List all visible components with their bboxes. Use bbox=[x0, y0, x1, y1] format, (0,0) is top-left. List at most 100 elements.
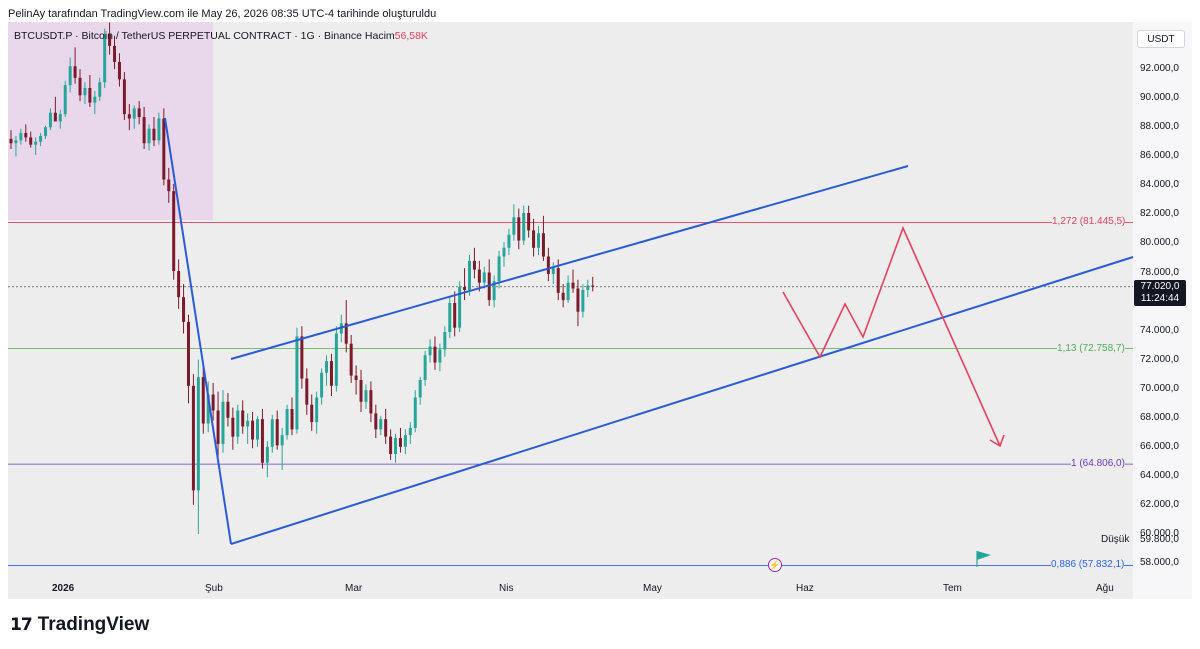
symbol-header[interactable]: BTCUSDT.P · Bitcoin / TetherUS PERPETUAL… bbox=[14, 30, 428, 42]
price-tick-label: 90.000,0 bbox=[1140, 92, 1179, 104]
candle-body bbox=[423, 355, 427, 380]
candle-body bbox=[329, 361, 333, 386]
candle-body bbox=[236, 410, 240, 437]
candle-body bbox=[103, 34, 107, 83]
candle-body bbox=[265, 446, 269, 463]
candle-body bbox=[453, 303, 457, 328]
candle-body bbox=[541, 233, 545, 257]
candle-body bbox=[571, 282, 575, 289]
candle-body bbox=[63, 85, 67, 115]
candle-body bbox=[127, 114, 131, 119]
channel-lower-line bbox=[230, 256, 1134, 545]
candle-body bbox=[211, 394, 215, 411]
candle-body bbox=[403, 435, 407, 447]
volume-label: Hacim bbox=[364, 30, 395, 42]
candle-body bbox=[29, 137, 33, 145]
candle-body bbox=[44, 127, 48, 136]
candle-body bbox=[108, 34, 112, 46]
price-tick-label: 66.000,0 bbox=[1140, 440, 1179, 452]
candle-body bbox=[512, 217, 516, 235]
candle-body bbox=[532, 230, 536, 248]
candle-body bbox=[551, 268, 555, 274]
candle-body bbox=[9, 138, 13, 144]
currency-selector[interactable]: USDT bbox=[1137, 30, 1185, 48]
candle-body bbox=[162, 118, 166, 180]
candle-body bbox=[591, 285, 595, 287]
candle-body bbox=[561, 292, 565, 301]
candle-body bbox=[354, 375, 358, 380]
candle-body bbox=[113, 45, 117, 62]
time-scale-corner bbox=[1133, 577, 1192, 599]
tradingview-logo-icon: 𝟭𝟳 bbox=[10, 615, 33, 634]
candle-body bbox=[152, 128, 156, 141]
candle-body bbox=[463, 287, 467, 290]
lightning-event-icon[interactable]: ⚡ bbox=[768, 558, 782, 572]
candle-body bbox=[68, 66, 72, 86]
candle-body bbox=[117, 61, 121, 80]
candle-body bbox=[93, 96, 97, 103]
snapshot-caption: PelinAy tarafından TradingView.com ile M… bbox=[8, 8, 437, 20]
price-tick-label: 80.000,0 bbox=[1140, 237, 1179, 249]
candle-body bbox=[231, 417, 235, 437]
fib-label-1272: 1,272 (81.445,5) bbox=[1052, 216, 1126, 228]
price-tick-label: 72.000,0 bbox=[1140, 353, 1179, 365]
fib-label-1: 1 (64.806,0) bbox=[1071, 458, 1125, 470]
low-value: 59.800,0 bbox=[1140, 534, 1179, 545]
x-label-nis: Nis bbox=[499, 583, 514, 594]
current-price-tag: 77.020,0 11:24:44 bbox=[1134, 279, 1186, 306]
price-tick-label: 64.000,0 bbox=[1140, 469, 1179, 481]
price-tick-label: 58.000,0 bbox=[1140, 557, 1179, 568]
candle-body bbox=[344, 323, 348, 344]
projection-path bbox=[782, 225, 1001, 447]
candle-body bbox=[172, 191, 176, 272]
candle-body bbox=[413, 397, 417, 428]
candle-body bbox=[349, 343, 353, 376]
candle-body bbox=[246, 420, 250, 427]
price-tick-label: 70.000,0 bbox=[1140, 382, 1179, 394]
channel-upper-line bbox=[230, 165, 909, 360]
candle-body bbox=[315, 397, 319, 423]
candle-body bbox=[369, 390, 373, 414]
candle-body bbox=[88, 88, 92, 103]
candle-body bbox=[418, 379, 422, 398]
symbol-title: BTCUSDT.P · Bitcoin / TetherUS PERPETUAL… bbox=[14, 30, 362, 42]
tradingview-brand[interactable]: 𝟭𝟳 TradingView bbox=[10, 614, 149, 636]
candle-body bbox=[132, 108, 136, 119]
candle-body bbox=[389, 436, 393, 455]
candle-body bbox=[556, 268, 560, 293]
candle-body bbox=[177, 271, 181, 298]
candle-body bbox=[201, 377, 205, 424]
volume-value: 56,58K bbox=[394, 30, 428, 42]
candle-body bbox=[147, 128, 151, 144]
candle-body bbox=[241, 410, 245, 427]
candle-body bbox=[398, 438, 402, 447]
candle-body bbox=[310, 404, 314, 423]
candle-body bbox=[517, 217, 521, 241]
time-scale[interactable] bbox=[8, 577, 1133, 599]
candle-body bbox=[137, 108, 141, 118]
candle-body bbox=[83, 88, 87, 96]
current-price: 77.020,0 bbox=[1140, 280, 1180, 292]
candle-body bbox=[122, 79, 126, 115]
candle-body bbox=[39, 135, 43, 142]
candle-countdown: 11:24:44 bbox=[1140, 292, 1180, 304]
candle-body bbox=[522, 212, 526, 241]
candle-body bbox=[191, 385, 195, 491]
candle-body bbox=[492, 281, 496, 301]
candle-body bbox=[216, 410, 220, 444]
candle-body bbox=[379, 419, 383, 430]
candle-body bbox=[98, 82, 102, 97]
candle-body bbox=[581, 289, 585, 312]
candle-body bbox=[507, 234, 511, 248]
price-tick-label: 68.000,0 bbox=[1140, 411, 1179, 423]
candle-body bbox=[295, 336, 299, 430]
candle-body bbox=[48, 112, 52, 128]
highlight-zone bbox=[8, 22, 213, 220]
candle-body bbox=[256, 419, 259, 440]
x-label-haz: Haz bbox=[796, 583, 814, 594]
candle-body bbox=[167, 179, 171, 192]
candle-body bbox=[142, 117, 146, 144]
candle-body bbox=[566, 282, 570, 301]
candle-body bbox=[537, 233, 541, 248]
candle-body bbox=[586, 285, 590, 290]
